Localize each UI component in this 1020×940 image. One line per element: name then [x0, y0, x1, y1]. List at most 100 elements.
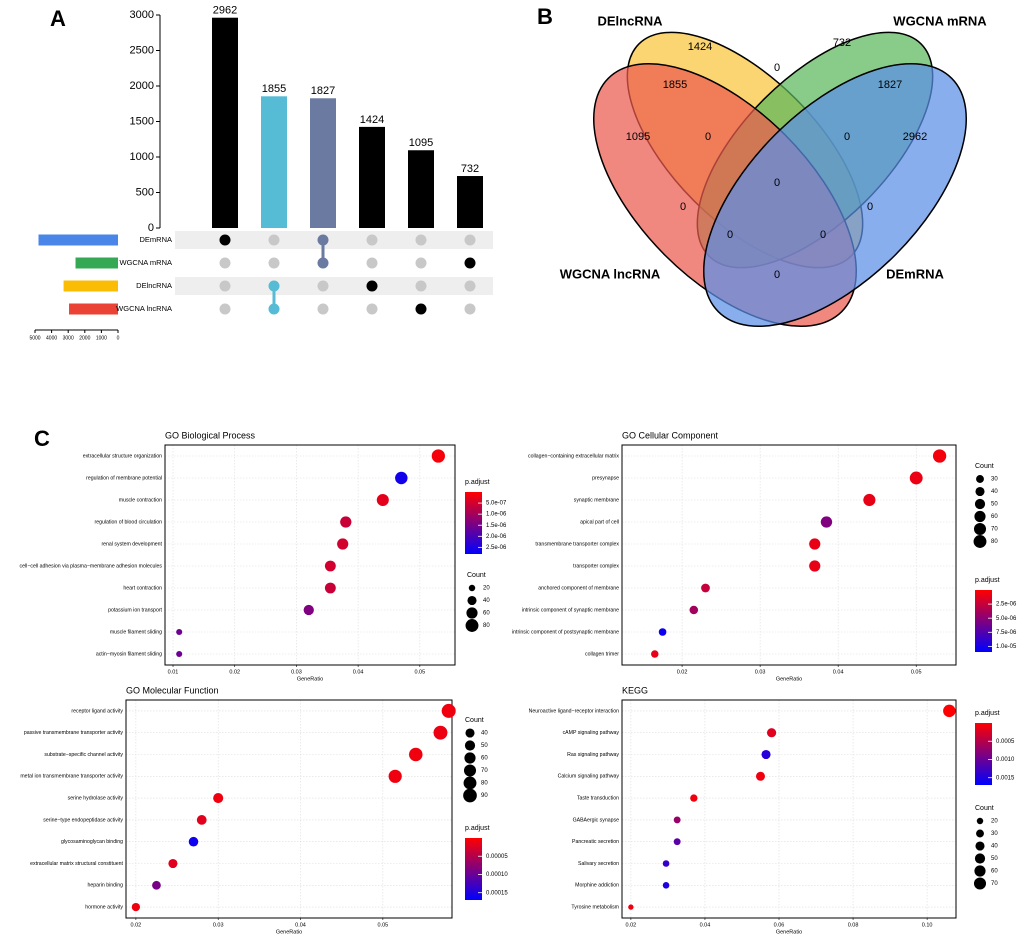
y-tick-label: apical part of cell — [580, 519, 619, 525]
dot — [388, 769, 402, 783]
y-tick-label: muscle contraction — [119, 497, 162, 503]
size-label: 80 — [481, 781, 488, 787]
legend-title: Count — [465, 717, 484, 724]
venn-count: 0 — [774, 269, 780, 281]
size-label: 20 — [483, 586, 490, 592]
y-tick-label: muscle filament sliding — [110, 629, 162, 635]
x-tick-label: 0.02 — [131, 922, 142, 928]
y-tick-label: Pancreatic secretion — [572, 839, 619, 845]
matrix-dot-filled — [317, 257, 329, 269]
set-bar — [69, 303, 118, 315]
dot — [932, 449, 947, 463]
x-tick-label: 0.03 — [755, 669, 766, 675]
plot-area — [165, 445, 455, 665]
size-label: 60 — [483, 611, 490, 617]
size-label: 60 — [991, 869, 998, 875]
bar — [310, 98, 336, 229]
size-label: 50 — [991, 856, 998, 862]
colorbar — [975, 590, 992, 652]
matrix-dot-filled — [268, 303, 280, 315]
x-tick-label: 0.04 — [295, 922, 306, 928]
dot — [196, 815, 207, 825]
matrix-dot — [317, 280, 329, 292]
plot-frame — [621, 444, 957, 666]
size-key — [465, 619, 479, 632]
dot — [409, 747, 423, 762]
y-tick-label: 3000 — [130, 9, 154, 21]
dot — [188, 836, 199, 847]
y-tick-label: substrate−specific channel activity — [44, 752, 123, 758]
matrix-dot-filled — [219, 234, 231, 246]
colorbar-label: 0.0005 — [996, 739, 1015, 745]
bar-label: 732 — [461, 163, 479, 175]
size-label: 40 — [483, 598, 490, 604]
bar — [212, 17, 238, 229]
plot-title: GO Molecular Function — [126, 685, 219, 695]
x-tick-label: 0.05 — [414, 669, 425, 675]
size-label: 30 — [991, 477, 998, 483]
dot — [337, 538, 349, 550]
dot — [441, 703, 456, 718]
y-tick-label: intrinsic component of synaptic membrane — [522, 607, 619, 613]
bar — [457, 176, 483, 228]
legend-title: p.adjust — [975, 710, 1000, 717]
size-key — [468, 584, 476, 592]
x-tick-label: 0.08 — [848, 922, 859, 928]
size-key — [464, 740, 476, 751]
dot — [176, 628, 183, 636]
size-key — [974, 853, 986, 864]
size-key — [974, 510, 986, 523]
set-label: DElncRNA — [136, 281, 172, 290]
y-tick-label: Tyrosine metabolism — [571, 904, 619, 910]
y-tick-label: 500 — [136, 186, 154, 198]
colorbar-label: 0.0010 — [996, 757, 1015, 763]
venn-count: 0 — [774, 177, 780, 189]
dot — [943, 704, 956, 718]
dot — [658, 628, 667, 636]
set-bar — [63, 280, 118, 292]
plot-title: KEGG — [622, 685, 648, 695]
size-key — [976, 475, 984, 483]
dot — [324, 560, 336, 572]
x-tick-label: 0.04 — [833, 669, 844, 675]
colorbar-label: 0.00015 — [486, 890, 508, 896]
colorbar-label: 5.0e-06 — [996, 616, 1017, 622]
legend-title: Count — [467, 572, 486, 579]
size-key — [975, 841, 985, 851]
y-tick-label: metal ion transmembrane transporter acti… — [20, 774, 123, 780]
set-tick-label: 0 — [117, 335, 120, 341]
x-axis-title: GeneRatio — [276, 929, 302, 935]
venn-count: 0 — [774, 62, 780, 74]
bar-label: 1827 — [311, 85, 335, 97]
size-label: 60 — [481, 756, 488, 762]
x-tick-label: 0.02 — [229, 669, 240, 675]
y-tick-label: transporter complex — [573, 563, 619, 569]
bar — [359, 126, 385, 228]
matrix-dot-filled — [268, 280, 280, 292]
size-label: 50 — [991, 502, 998, 508]
x-tick-label: 0.05 — [377, 922, 388, 928]
dot — [340, 516, 352, 528]
plot-title: GO Cellular Component — [622, 430, 719, 440]
x-tick-label: 0.04 — [353, 669, 364, 675]
size-label: 80 — [991, 539, 998, 545]
dot — [433, 725, 448, 740]
venn-count: 2962 — [903, 131, 927, 143]
venn-count: 1855 — [663, 79, 687, 91]
set-tick-label: 2000 — [79, 335, 90, 341]
y-tick-label: actin−myosin filament sliding — [96, 651, 162, 657]
dot — [701, 583, 710, 593]
bar-label: 2962 — [213, 5, 237, 17]
colorbar-label: 7.5e-06 — [996, 630, 1017, 636]
dot — [324, 582, 336, 594]
y-tick-label: passive transmembrane transporter activi… — [24, 730, 124, 736]
size-key — [976, 817, 984, 825]
matrix-dot — [366, 234, 378, 246]
x-tick-label: 0.05 — [911, 669, 922, 675]
dot — [213, 793, 224, 804]
y-tick-label: serine hydrolase activity — [68, 795, 124, 801]
legend-title: p.adjust — [465, 479, 490, 486]
matrix-dot — [219, 303, 231, 315]
dot — [168, 858, 178, 869]
